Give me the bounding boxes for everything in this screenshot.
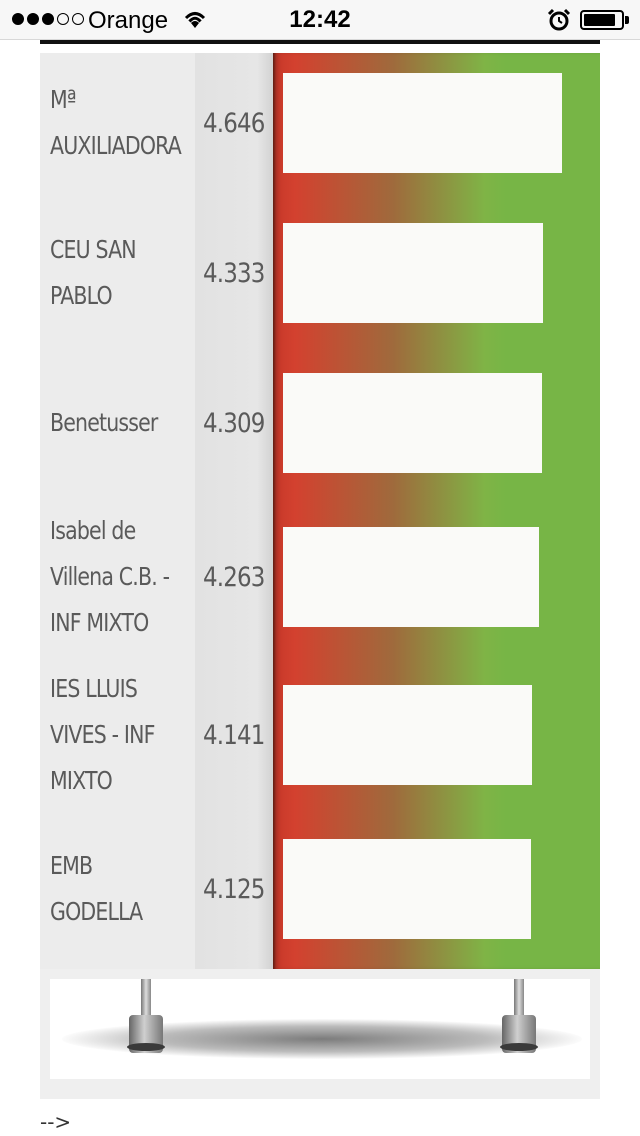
chart-bar: [283, 839, 531, 939]
category-label-line: VIVES - INF: [50, 720, 155, 749]
battery-icon: [580, 10, 624, 30]
status-bar: Orange 12:42: [0, 0, 640, 40]
bar-track-gradient: [273, 53, 600, 969]
status-time: 12:42: [289, 6, 351, 33]
category-label-line: CEU SAN: [50, 235, 137, 264]
category-label-line: MIXTO: [50, 766, 113, 795]
label-column: [40, 53, 195, 969]
category-label-line: AUXILIADORA: [50, 131, 182, 160]
carrier-name: Orange: [88, 7, 169, 34]
divider: [40, 40, 600, 44]
category-label: EMB GODELLA: [50, 843, 165, 935]
category-label-line: Villena C.B. -: [50, 562, 170, 591]
category-label-line: PABLO: [50, 281, 113, 310]
chart-bar: [283, 73, 562, 173]
ranking-chart: Mª AUXILIADORA 4.646 CEU SAN PABLO 4.333 Benet…: [40, 53, 600, 1099]
value-label: 4.263: [203, 561, 265, 593]
category-label-line: IES LLUIS: [50, 674, 138, 703]
category-label: Isabel de Villena C.B. - INF MIXTO: [50, 508, 170, 646]
category-label-line: Isabel de: [50, 516, 136, 545]
wifi-icon: [184, 12, 206, 28]
category-label-line: Mª: [50, 85, 77, 114]
stand-leg-left: [141, 979, 151, 1019]
category-label-line: GODELLA: [50, 897, 143, 926]
battery-level: [584, 14, 615, 26]
chart-stand: [50, 979, 590, 1079]
chart-bar: [283, 373, 542, 473]
category-label-line: Benetusser: [50, 408, 158, 437]
value-label: 4.333: [203, 257, 265, 289]
footer-comment-text: -->: [40, 1110, 72, 1134]
category-label-line: INF MIXTO: [50, 608, 149, 637]
chart-bar: [283, 223, 543, 323]
stand-base-left: [127, 1043, 165, 1051]
value-label: 4.125: [203, 873, 265, 905]
chart-bar: [283, 527, 539, 627]
stand-leg-right: [514, 979, 524, 1019]
signal-strength-icon: [12, 13, 84, 25]
stand-base-right: [500, 1043, 538, 1051]
category-label-line: EMB: [50, 851, 93, 880]
battery-tip: [625, 16, 629, 24]
alarm-clock-icon: [547, 8, 571, 31]
category-label: CEU SAN PABLO: [50, 227, 165, 319]
value-label: 4.646: [203, 107, 265, 139]
value-label: 4.141: [203, 719, 265, 751]
category-label: Benetusser: [50, 400, 165, 446]
category-label: Mª AUXILIADORA: [50, 77, 182, 169]
chart-bar: [283, 685, 532, 785]
category-label: IES LLUIS VIVES - INF MIXTO: [50, 666, 165, 804]
value-column: [195, 53, 273, 969]
value-label: 4.309: [203, 407, 265, 439]
